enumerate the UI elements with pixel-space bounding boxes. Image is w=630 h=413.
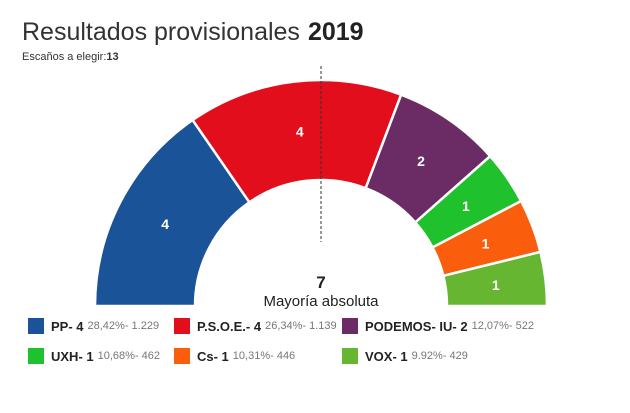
legend-swatch bbox=[342, 318, 358, 334]
legend-party-stats: 10,31%- 446 bbox=[232, 350, 296, 362]
arc-segment-5 bbox=[441, 250, 549, 308]
legend-item: PODEMOS- IU- 2 12,07%- 522 bbox=[342, 318, 534, 334]
legend-swatch bbox=[28, 348, 44, 364]
legend-swatch bbox=[342, 348, 358, 364]
majority-label: Mayoría absoluta bbox=[263, 293, 379, 310]
seat-label-3: 1 bbox=[462, 198, 470, 214]
legend-party-stats: 10,68%- 462 bbox=[97, 350, 161, 362]
legend-party-stats: 12,07%- 522 bbox=[471, 320, 534, 332]
seats-to-elect: Escaños a elegir:13 bbox=[22, 51, 119, 63]
legend-swatch bbox=[174, 318, 190, 334]
seat-label-4: 1 bbox=[482, 236, 490, 252]
chart-title: Resultados provisionales 2019 bbox=[22, 18, 364, 47]
legend-party-stats: 26,34%- 1.139 bbox=[265, 320, 337, 332]
legend-item: Cs- 1 10,31%- 446 bbox=[174, 348, 295, 364]
legend-swatch bbox=[28, 318, 44, 334]
legend-party-label: PP- 4 bbox=[51, 318, 84, 334]
legend-item: UXH- 1 10,68%- 462 bbox=[28, 348, 160, 364]
seat-label-1: 4 bbox=[296, 123, 304, 139]
seat-label-2: 2 bbox=[417, 153, 425, 169]
seat-label-5: 1 bbox=[492, 277, 500, 293]
seat-label-0: 4 bbox=[161, 216, 169, 232]
legend-party-stats: 9.92%- 429 bbox=[411, 350, 468, 362]
legend-item: P.S.O.E.- 4 26,34%- 1.139 bbox=[174, 318, 337, 334]
legend-item: VOX- 1 9.92%- 429 bbox=[342, 348, 468, 364]
seats-label: Escaños a elegir: bbox=[22, 51, 107, 63]
legend-party-label: UXH- 1 bbox=[51, 348, 94, 364]
legend-party-label: VOX- 1 bbox=[365, 348, 408, 364]
majority-value: 7 bbox=[316, 273, 325, 292]
legend-party-stats: 28,42%- 1.229 bbox=[87, 320, 160, 332]
legend-party-label: PODEMOS- IU- 2 bbox=[365, 318, 468, 334]
legend-party-label: Cs- 1 bbox=[197, 348, 229, 364]
hemicycle-chart: 4 4 2 1 1 1 7 Mayoría absoluta bbox=[93, 66, 549, 310]
legend-swatch bbox=[174, 348, 190, 364]
title-year: 2019 bbox=[307, 18, 364, 46]
hemicycle-arcs: 4 4 2 1 1 1 bbox=[93, 78, 549, 308]
title-text: Resultados provisionales bbox=[22, 18, 300, 46]
legend-party-label: P.S.O.E.- 4 bbox=[197, 318, 262, 334]
legend-item: PP- 4 28,42%- 1.229 bbox=[28, 318, 159, 334]
seats-value: 13 bbox=[106, 51, 119, 63]
